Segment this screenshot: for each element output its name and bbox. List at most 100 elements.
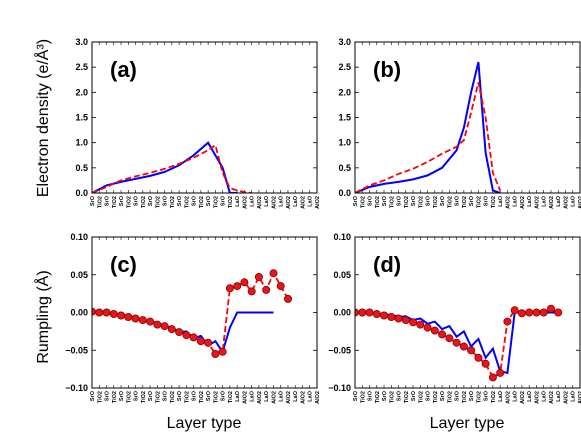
ytick-label: 0.10 bbox=[333, 232, 351, 242]
xtick-label: SrO bbox=[382, 195, 388, 206]
data-point bbox=[218, 347, 227, 356]
xtick-label: AlO2 bbox=[534, 391, 540, 404]
xtick-label: SrO bbox=[353, 390, 359, 401]
series-dashed-line bbox=[92, 143, 252, 193]
xtick-label: TiO2 bbox=[199, 391, 205, 403]
series-dashed-line bbox=[355, 82, 502, 193]
plot-frame bbox=[91, 41, 318, 194]
xtick-label: LaO bbox=[308, 195, 314, 206]
xtick-label: TiO2 bbox=[418, 391, 424, 403]
data-point bbox=[117, 311, 126, 320]
data-point bbox=[517, 309, 526, 318]
xtick-label: SrO bbox=[177, 195, 183, 206]
xtick-label: SrO bbox=[192, 195, 198, 206]
xtick-label: TiO2 bbox=[184, 196, 190, 208]
data-point bbox=[138, 316, 147, 325]
series-group bbox=[355, 304, 563, 382]
ytick-label: 0.05 bbox=[333, 270, 351, 280]
xtick-label: SrO bbox=[105, 390, 111, 401]
plot-frame bbox=[354, 41, 581, 194]
xtick-label: TiO2 bbox=[389, 196, 395, 208]
panel-label: (c) bbox=[110, 252, 137, 277]
xtick-label: TiO2 bbox=[491, 196, 497, 208]
xtick-label: SrO bbox=[148, 195, 154, 206]
xtick-label: SrO bbox=[411, 195, 417, 206]
xtick-label: SrO bbox=[397, 195, 403, 206]
xtick-label: LaO bbox=[250, 390, 256, 401]
xtick-label: LaO bbox=[513, 390, 519, 401]
xtick-label: AlO2 bbox=[315, 196, 321, 209]
data-point bbox=[131, 314, 140, 323]
xtick-label: TiO2 bbox=[199, 196, 205, 208]
xtick-label: LaO bbox=[556, 390, 562, 401]
xtick-label: TiO2 bbox=[462, 196, 468, 208]
data-point bbox=[247, 287, 256, 296]
xtick-label: TiO2 bbox=[155, 391, 161, 403]
data-point bbox=[283, 294, 292, 303]
xtick-label: SrO bbox=[206, 390, 212, 401]
xtick-label: AlO2 bbox=[257, 391, 263, 404]
xtick-label: LaO bbox=[542, 390, 548, 401]
ytick-label: 3.0 bbox=[75, 37, 88, 47]
plot-frame bbox=[354, 236, 581, 389]
xtick-label: AlO2 bbox=[549, 196, 555, 209]
xtick-label: LaO bbox=[264, 195, 270, 206]
xtick-label: SrO bbox=[426, 195, 432, 206]
data-point bbox=[430, 326, 439, 335]
xtick-label: SrO bbox=[192, 390, 198, 401]
xtick-label: TiO2 bbox=[360, 196, 366, 208]
data-point bbox=[474, 353, 483, 362]
xtick-label: TiO2 bbox=[141, 391, 147, 403]
data-point bbox=[146, 317, 155, 326]
data-point bbox=[175, 328, 184, 337]
ytick-label: 1.5 bbox=[75, 113, 88, 123]
data-point bbox=[510, 306, 519, 315]
ytick-label: 2.5 bbox=[75, 62, 88, 72]
xtick-label: LaO bbox=[498, 390, 504, 401]
xtick-label: LaO bbox=[235, 195, 241, 206]
xtick-label: SrO bbox=[397, 390, 403, 401]
xtick-label: AlO2 bbox=[271, 391, 277, 404]
xtick-label: AlO2 bbox=[549, 391, 555, 404]
data-point bbox=[416, 320, 425, 329]
data-point bbox=[438, 330, 447, 339]
data-point bbox=[124, 312, 133, 321]
data-point bbox=[196, 337, 205, 346]
xtick-label: LaO bbox=[293, 195, 299, 206]
series-group bbox=[92, 269, 292, 358]
xtick-label: LaO bbox=[308, 390, 314, 401]
xtick-label: LaO bbox=[235, 390, 241, 401]
xtick-label: TiO2 bbox=[418, 196, 424, 208]
xtick-label: SrO bbox=[368, 195, 374, 206]
ytick-label: 0.5 bbox=[338, 163, 351, 173]
xtick-label: TiO2 bbox=[375, 391, 381, 403]
xtick-label: LaO bbox=[513, 195, 519, 206]
xtick-label: TiO2 bbox=[447, 196, 453, 208]
xtick-label: TiO2 bbox=[213, 391, 219, 403]
data-point bbox=[167, 325, 176, 334]
series-group bbox=[355, 61, 502, 193]
xtick-label: LaO bbox=[542, 195, 548, 206]
data-point bbox=[525, 308, 534, 317]
xtick-label: AlO2 bbox=[520, 196, 526, 209]
data-point bbox=[153, 320, 162, 329]
data-point bbox=[254, 272, 263, 281]
xtick-label: LaO bbox=[527, 195, 533, 206]
xtick-label: AlO2 bbox=[242, 391, 248, 404]
data-point bbox=[532, 308, 541, 317]
xlabel-right: Layer type bbox=[430, 415, 505, 432]
data-point bbox=[358, 308, 367, 317]
data-point bbox=[240, 278, 249, 287]
series-solid-line bbox=[355, 61, 501, 193]
ylabel-bottom: Rumpling (Å) bbox=[33, 270, 52, 363]
ytick-label: 2.5 bbox=[338, 62, 351, 72]
data-point bbox=[445, 334, 454, 343]
data-point bbox=[496, 368, 505, 377]
data-point bbox=[365, 308, 374, 317]
panel-label: (b) bbox=[373, 57, 401, 82]
data-point bbox=[102, 308, 111, 317]
xtick-label: SrO bbox=[221, 390, 227, 401]
xtick-label: SrO bbox=[163, 390, 169, 401]
